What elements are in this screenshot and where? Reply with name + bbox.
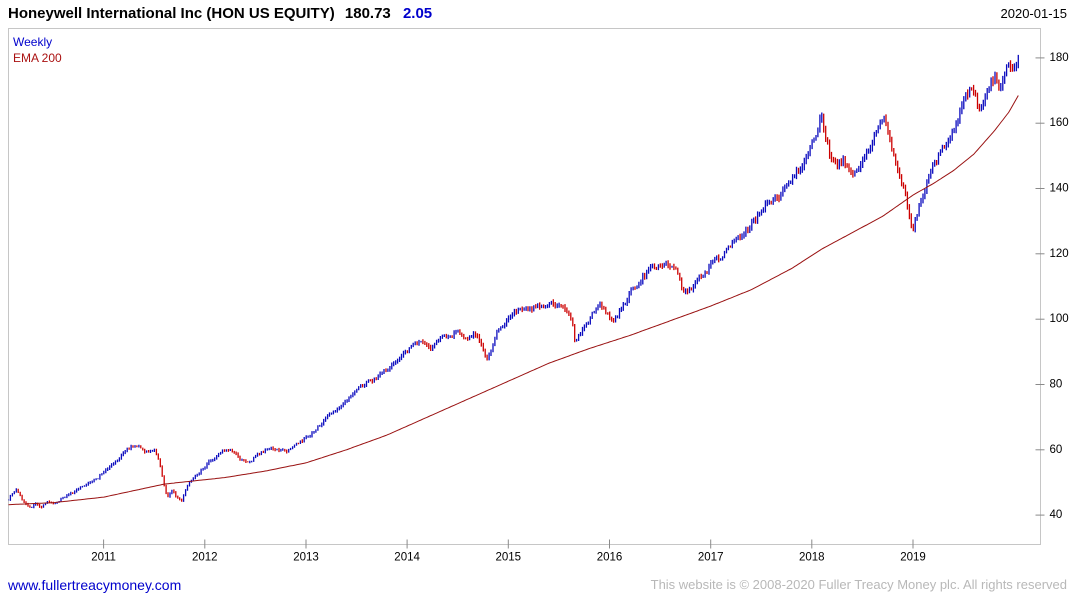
y-tick-label: 160: [1050, 117, 1069, 129]
x-tick-label: 2011: [91, 552, 116, 564]
legend-ema-200: EMA 200: [13, 51, 62, 65]
x-tick-label: 2013: [293, 552, 319, 564]
price-chart-svg: 40 60 80 100 120 140 160 180 2011 2012 2013 2014 201…: [8, 28, 1069, 564]
x-tick-label: 2012: [192, 552, 218, 564]
ema-200-line: [8, 95, 1019, 506]
chart-title: Honeywell International Inc (HON US EQUI…: [8, 5, 432, 22]
site-link[interactable]: www.fullertreacymoney.com: [8, 577, 182, 593]
chart-date: 2020-01-15: [1000, 6, 1068, 21]
copyright-text: This website is © 2008-2020 Fuller Treac…: [650, 577, 1067, 592]
price-up-bars: [8, 54, 1019, 509]
y-tick-label: 60: [1050, 444, 1063, 456]
y-tick-label: 140: [1050, 183, 1069, 195]
last-price: 180.73: [344, 5, 391, 22]
chart-legend: Weekly EMA 200: [13, 34, 62, 66]
instrument-name: Honeywell International Inc (HON US EQUI…: [8, 5, 335, 22]
y-tick-label: 40: [1050, 509, 1063, 521]
y-tick-label: 180: [1050, 52, 1069, 64]
price-down-bars: [17, 60, 1014, 509]
price-change: 2.05: [402, 5, 433, 22]
x-tick-label: 2016: [597, 552, 623, 564]
x-tick-label: 2019: [900, 552, 926, 564]
plot-border: [8, 28, 1041, 545]
x-tick-label: 2018: [799, 552, 825, 564]
y-tick-label: 80: [1050, 379, 1063, 391]
x-tick-label: 2017: [698, 552, 724, 564]
x-tick-label: 2015: [496, 552, 522, 564]
legend-weekly: Weekly: [13, 35, 53, 49]
y-tick-label: 100: [1050, 313, 1069, 325]
chart-area: 40 60 80 100 120 140 160 180 2011 2012 2013 2014 201…: [8, 28, 1075, 568]
x-tick-label: 2014: [394, 552, 420, 564]
y-tick-label: 120: [1050, 248, 1069, 260]
